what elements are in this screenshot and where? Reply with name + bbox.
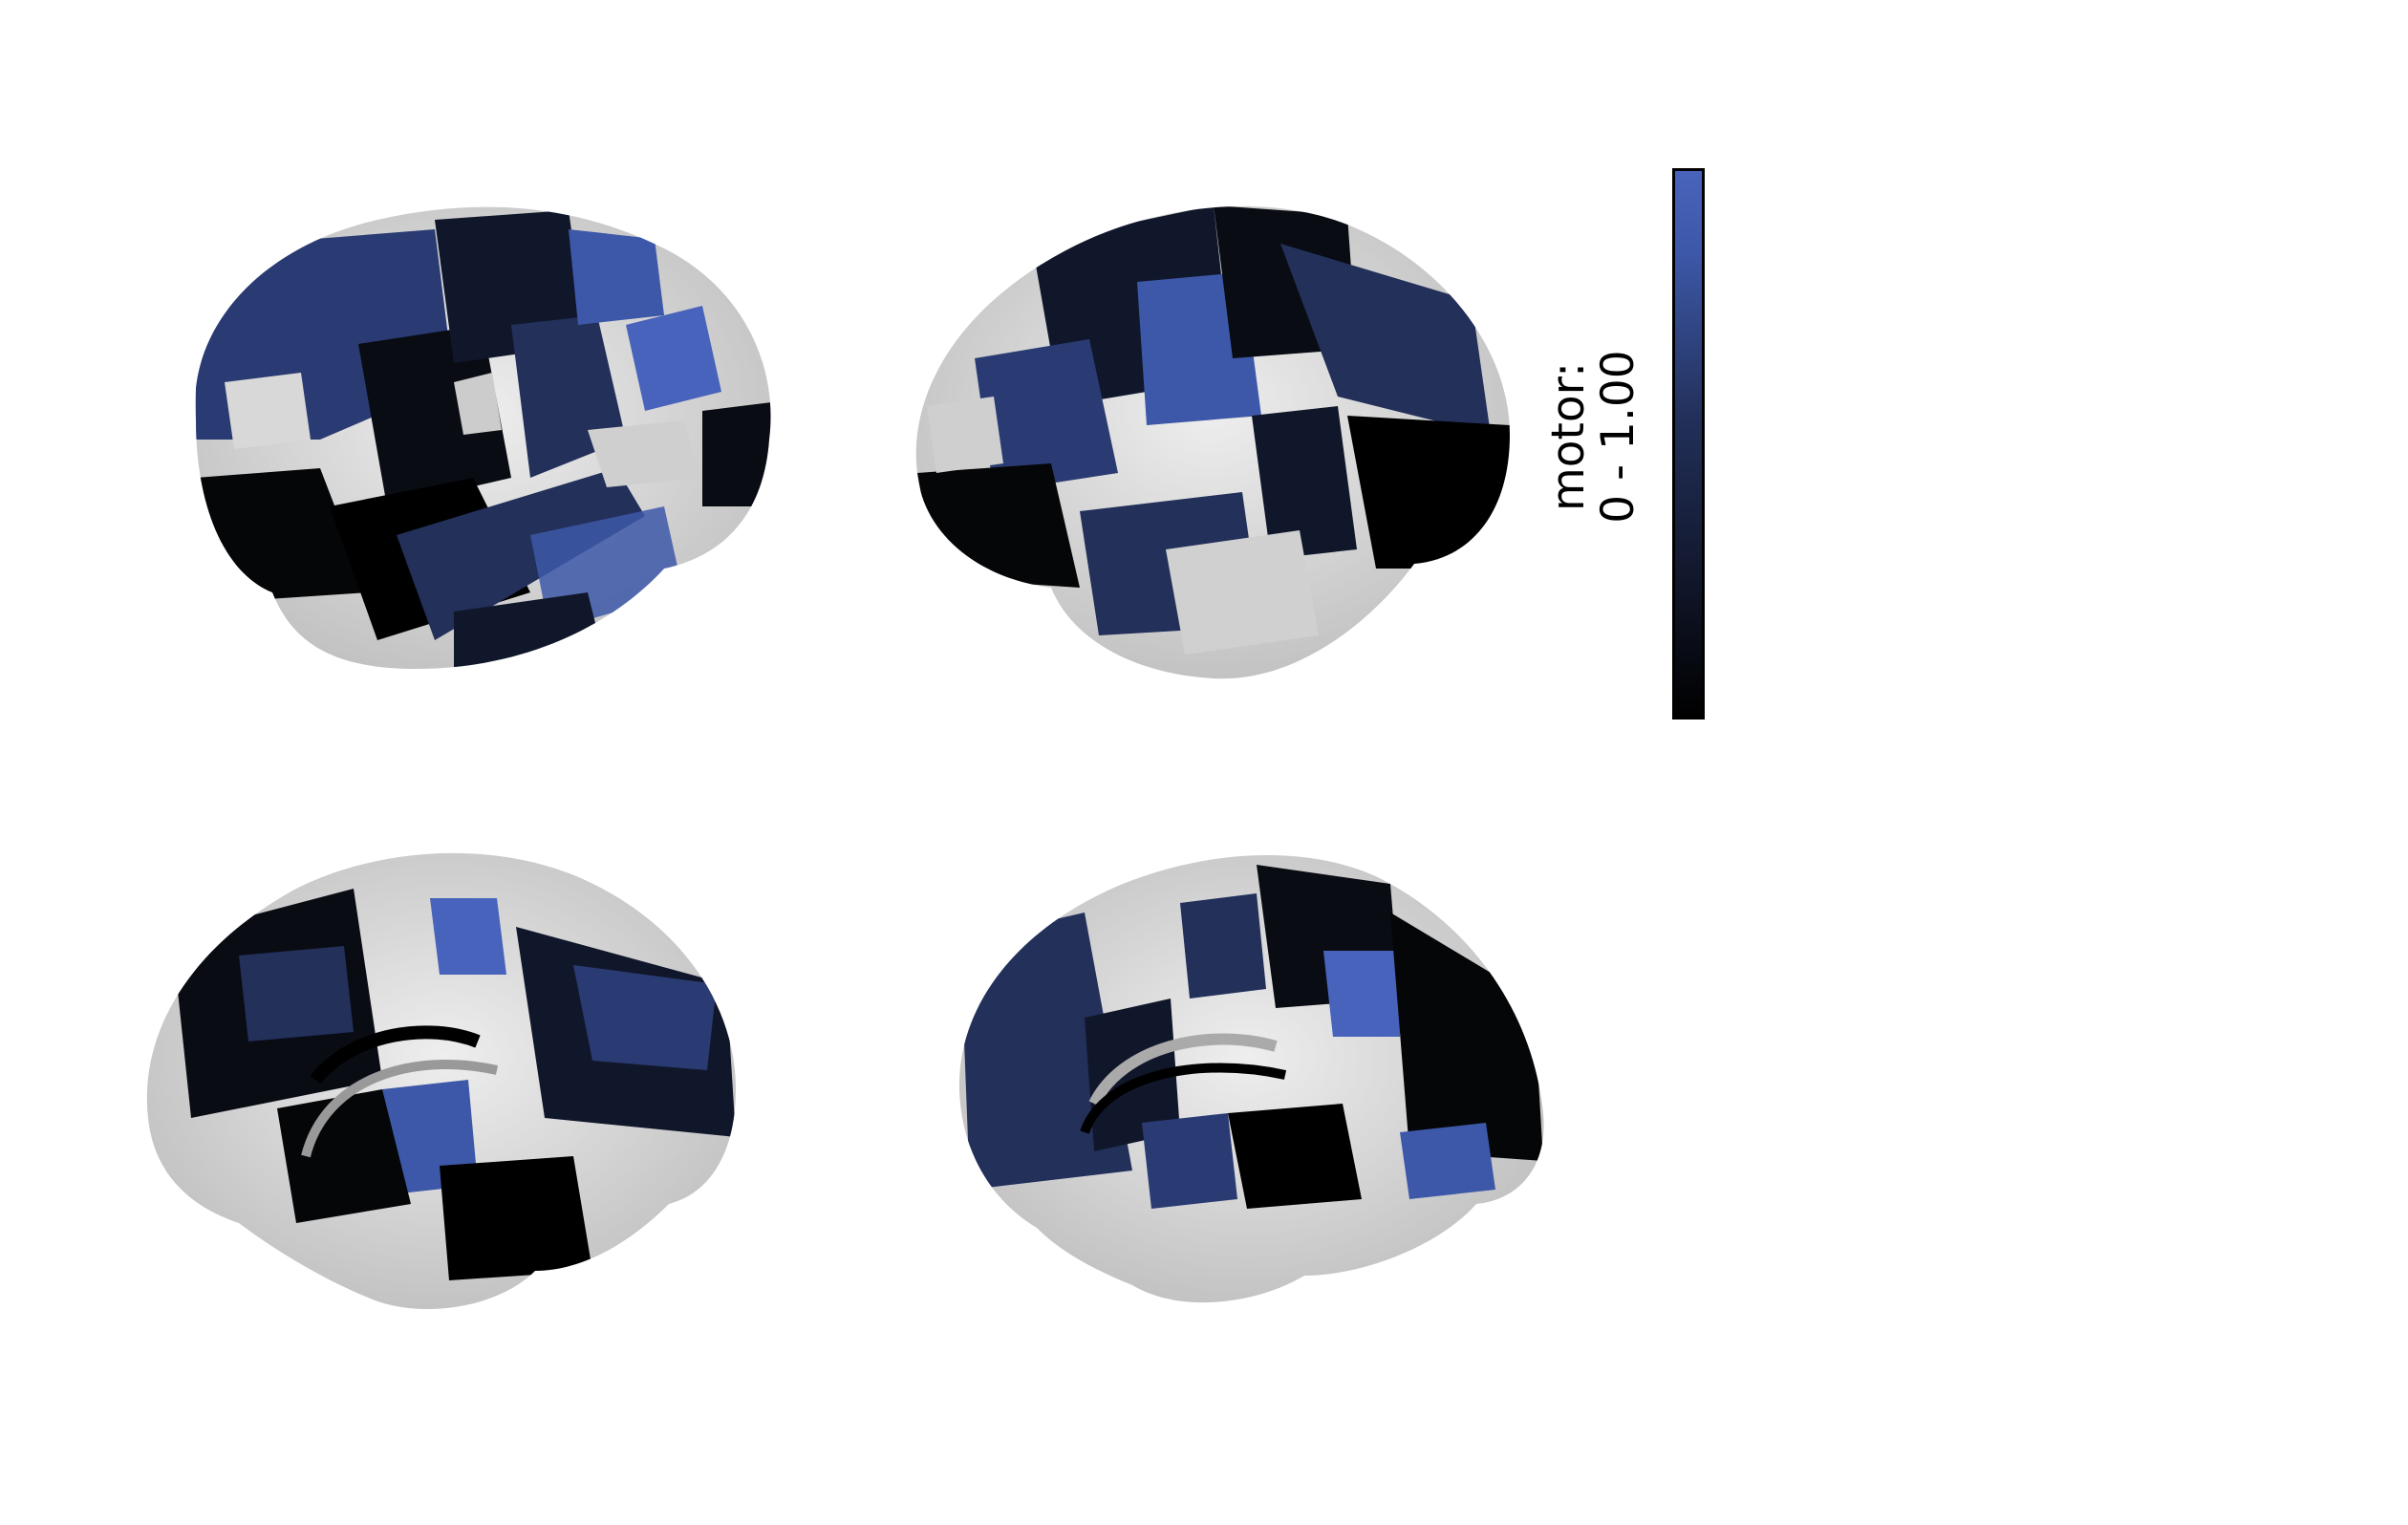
brain-lateral-right-view [898,186,1524,688]
brain-medial-left-view [134,841,755,1319]
colorbar-label: motor: 0 - 1.00 [1527,336,1661,537]
colorbar-title: motor: [1542,361,1595,512]
colorbar-range: 0 - 1.00 [1592,350,1645,524]
brain-lateral-left-view [167,191,788,688]
colorbar [1672,168,1705,720]
brain-medial-right-view [941,846,1553,1314]
